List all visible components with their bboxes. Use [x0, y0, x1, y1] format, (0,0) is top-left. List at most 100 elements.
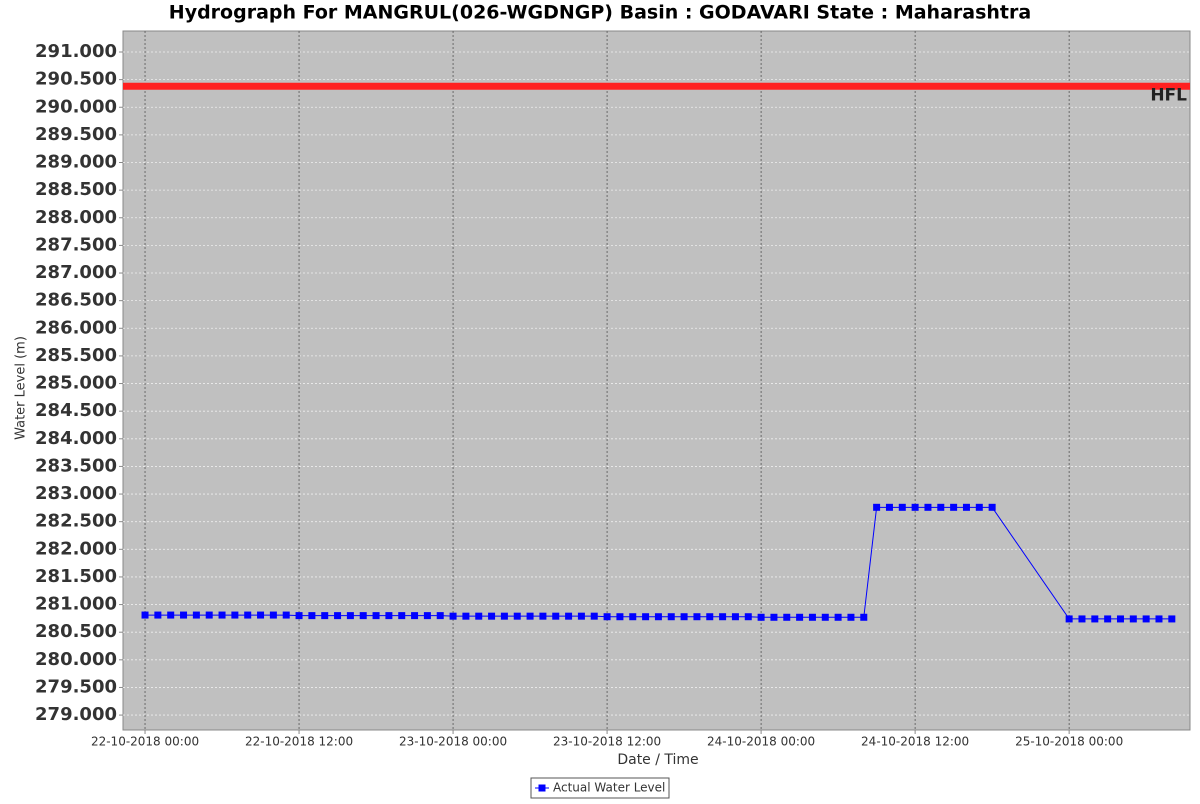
data-point	[1065, 615, 1073, 623]
data-point	[1168, 615, 1176, 623]
data-point	[244, 611, 252, 619]
data-point	[744, 613, 752, 621]
data-point	[757, 613, 765, 621]
data-point	[218, 611, 226, 619]
y-tick-label: 291.000	[35, 41, 117, 62]
x-tick-label: 23-10-2018 00:00	[399, 735, 507, 749]
y-tick-label: 282.500	[35, 511, 117, 532]
data-point	[654, 613, 662, 621]
data-point	[411, 612, 419, 620]
y-tick-label: 288.000	[35, 207, 117, 228]
data-point	[616, 613, 624, 621]
data-point	[680, 613, 688, 621]
data-point	[295, 612, 303, 620]
data-point	[372, 612, 380, 620]
y-tick-label: 279.000	[35, 704, 117, 725]
legend-box	[530, 777, 670, 799]
y-axis-label: Water Level (m)	[14, 336, 29, 440]
data-point	[257, 611, 265, 619]
y-tick-label: 279.500	[35, 676, 117, 697]
data-point	[629, 613, 637, 621]
x-tick-label: 22-10-2018 00:00	[91, 735, 199, 749]
data-point	[770, 613, 778, 621]
data-point	[1091, 615, 1099, 623]
data-point	[192, 611, 200, 619]
y-tick-label: 285.000	[35, 373, 117, 394]
data-point	[449, 612, 457, 620]
data-point	[282, 611, 290, 619]
y-tick-label: 282.000	[35, 538, 117, 559]
data-point	[719, 613, 727, 621]
y-tick-label: 283.500	[35, 455, 117, 476]
data-point	[1142, 615, 1150, 623]
data-point	[334, 612, 342, 620]
y-tick-label: 281.000	[35, 594, 117, 615]
data-point	[590, 612, 598, 620]
data-point	[205, 611, 213, 619]
y-tick-label: 287.500	[35, 234, 117, 255]
legend-marker	[538, 784, 546, 792]
y-tick-label: 281.500	[35, 566, 117, 587]
data-point	[1155, 615, 1163, 623]
data-point	[1104, 615, 1112, 623]
data-point	[821, 613, 829, 621]
data-point	[488, 612, 496, 620]
data-point	[603, 613, 611, 621]
x-tick-label: 22-10-2018 12:00	[245, 735, 353, 749]
data-point	[475, 612, 483, 620]
data-point	[526, 612, 534, 620]
data-point	[950, 503, 958, 511]
data-point	[642, 613, 650, 621]
data-point	[539, 612, 547, 620]
legend: Actual Water Level	[530, 777, 670, 799]
y-tick-label: 289.500	[35, 124, 117, 145]
data-point	[911, 503, 919, 511]
data-point	[385, 612, 393, 620]
data-point	[1116, 615, 1124, 623]
data-point	[141, 611, 149, 619]
data-point	[898, 503, 906, 511]
data-point	[321, 612, 329, 620]
y-tick-label: 288.500	[35, 179, 117, 200]
data-point	[308, 612, 316, 620]
data-point	[783, 613, 791, 621]
plot-area	[122, 30, 1191, 731]
x-tick-label: 24-10-2018 12:00	[861, 735, 969, 749]
reference-label: HFL	[1150, 85, 1187, 105]
y-tick-label: 280.500	[35, 621, 117, 642]
data-point	[359, 612, 367, 620]
data-point	[513, 612, 521, 620]
x-tick-label: 25-10-2018 00:00	[1015, 735, 1123, 749]
data-point	[796, 613, 804, 621]
data-point	[436, 612, 444, 620]
data-point	[167, 611, 175, 619]
y-tick-label: 280.000	[35, 649, 117, 670]
chart-title: Hydrograph For MANGRUL(026-WGDNGP) Basin…	[169, 2, 1031, 24]
data-point	[154, 611, 162, 619]
y-tick-label: 283.000	[35, 483, 117, 504]
y-tick-label: 284.000	[35, 428, 117, 449]
data-point	[834, 613, 842, 621]
y-tick-label: 286.500	[35, 290, 117, 311]
data-point	[398, 612, 406, 620]
data-point	[577, 612, 585, 620]
data-point	[500, 612, 508, 620]
x-tick-label: 23-10-2018 12:00	[553, 735, 661, 749]
data-point	[423, 612, 431, 620]
data-point	[462, 612, 470, 620]
data-point	[667, 613, 675, 621]
data-line	[145, 506, 1172, 620]
data-point	[693, 613, 701, 621]
data-point	[552, 612, 560, 620]
data-point	[565, 612, 573, 620]
x-axis-label: Date / Time	[617, 752, 698, 768]
y-tick-label: 290.500	[35, 69, 117, 90]
legend-label: Actual Water Level	[553, 781, 665, 795]
y-tick-label: 290.000	[35, 96, 117, 117]
y-tick-label: 284.500	[35, 400, 117, 421]
data-point	[860, 613, 868, 621]
data-point	[885, 503, 893, 511]
data-point	[1078, 615, 1086, 623]
data-point	[231, 611, 239, 619]
